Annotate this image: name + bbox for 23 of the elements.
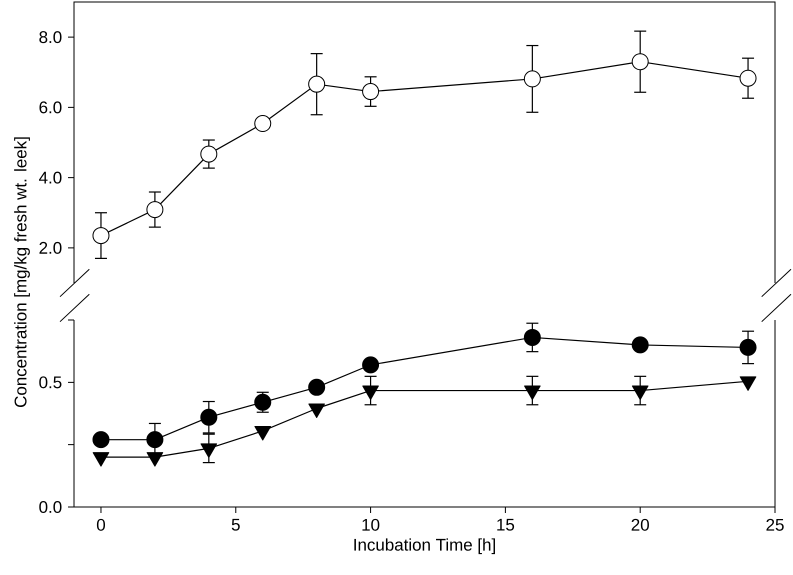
point — [146, 201, 164, 218]
point — [362, 83, 380, 100]
point — [254, 115, 272, 132]
y-tick-label: 2.0 — [39, 242, 62, 254]
x-tick-label: 0 — [96, 518, 106, 531]
x-tick-label: 15 — [497, 518, 514, 531]
x-tick-label: 25 — [766, 518, 784, 531]
y-tick-label: 0.5 — [39, 376, 62, 388]
point — [200, 146, 218, 163]
point — [524, 70, 541, 88]
point — [92, 227, 110, 244]
y-tick-label: 8.0 — [39, 31, 62, 44]
x-tick-label: 5 — [232, 518, 240, 531]
x-tick-label: 20 — [632, 518, 649, 531]
y-axis-title: Concentration [mg/kg fresh wt. leek] — [14, 137, 30, 407]
y-tick-label: 4.0 — [39, 172, 62, 184]
x-tick-label: 10 — [362, 518, 380, 531]
y-tick-label: 0.0 — [39, 500, 62, 513]
point — [308, 76, 326, 93]
x-axis-title: Incubation Time [h] — [354, 538, 495, 554]
point — [632, 53, 649, 70]
point — [740, 70, 757, 87]
y-tick-label: 6.0 — [39, 101, 62, 114]
